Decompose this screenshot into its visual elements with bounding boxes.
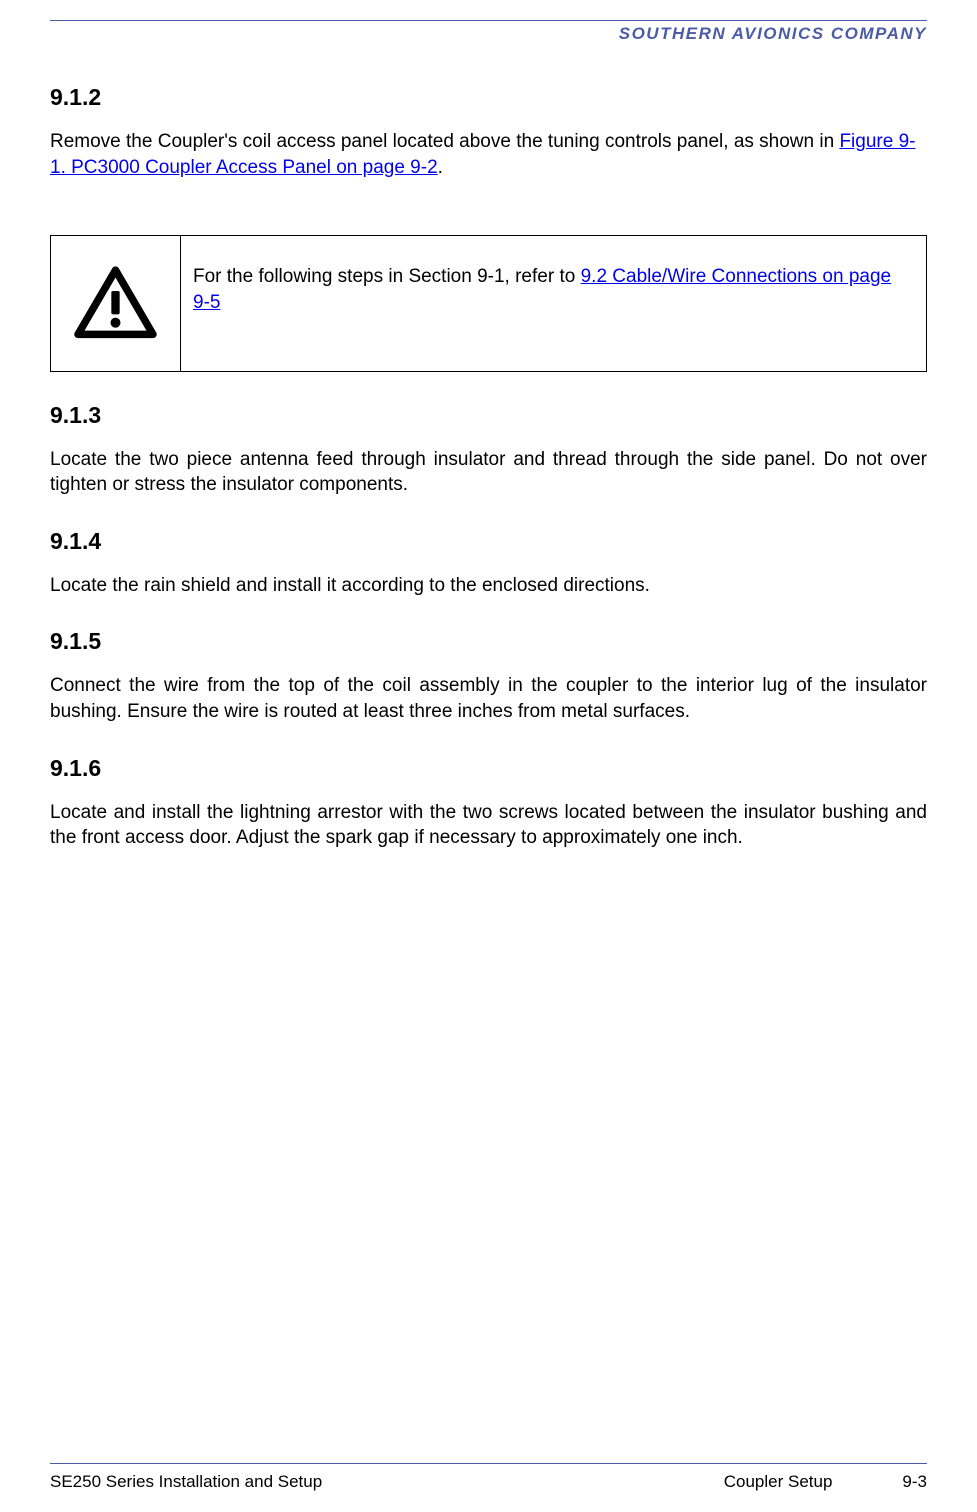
note-text-before: For the following steps in Section 9-1, … — [193, 266, 581, 287]
footer-right-group: Coupler Setup 9-3 — [724, 1472, 927, 1492]
section-text-915: Connect the wire from the top of the coi… — [50, 673, 927, 724]
section-heading-916: 9.1.6 — [50, 755, 927, 782]
footer-page-number: 9-3 — [902, 1472, 927, 1492]
header-company: SOUTHERN AVIONICS COMPANY — [50, 24, 927, 44]
footer-left: SE250 Series Installation and Setup — [50, 1472, 322, 1492]
note-icon-cell — [51, 236, 181, 370]
section-heading-914: 9.1.4 — [50, 528, 927, 555]
section-heading-913: 9.1.3 — [50, 402, 927, 429]
section-text-913: Locate the two piece antenna feed throug… — [50, 447, 927, 498]
section-text-916: Locate and install the lightning arresto… — [50, 800, 927, 851]
section-heading-912: 9.1.2 — [50, 84, 927, 111]
warning-triangle-icon — [73, 266, 158, 341]
footer-row: SE250 Series Installation and Setup Coup… — [50, 1472, 927, 1492]
footer-rule — [50, 1463, 927, 1464]
section-text-912: Remove the Coupler's coil access panel l… — [50, 129, 927, 180]
footer-center: Coupler Setup — [724, 1472, 833, 1492]
section-heading-915: 9.1.5 — [50, 628, 927, 655]
text-912-before: Remove the Coupler's coil access panel l… — [50, 131, 839, 152]
text-912-after: . — [438, 157, 443, 178]
section-text-914: Locate the rain shield and install it ac… — [50, 573, 927, 599]
note-box: For the following steps in Section 9-1, … — [50, 235, 927, 371]
page-content: 9.1.2 Remove the Coupler's coil access p… — [0, 44, 977, 851]
note-text: For the following steps in Section 9-1, … — [181, 236, 926, 370]
page-footer: SE250 Series Installation and Setup Coup… — [50, 1463, 927, 1492]
header-rule — [50, 20, 927, 21]
